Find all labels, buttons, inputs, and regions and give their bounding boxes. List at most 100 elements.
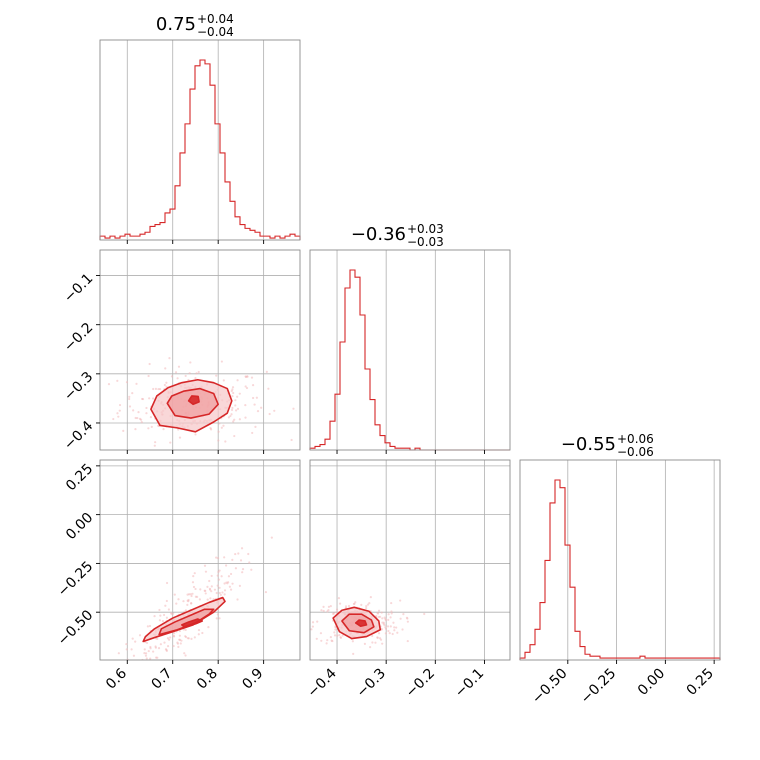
sample-point xyxy=(162,613,166,617)
sample-point xyxy=(116,412,119,415)
sample-point xyxy=(245,386,249,390)
sample-point xyxy=(152,397,155,400)
sample-point xyxy=(423,612,426,616)
sample-point xyxy=(204,570,208,573)
sample-point xyxy=(381,642,384,645)
sample-point xyxy=(336,634,339,637)
sample-point xyxy=(234,567,238,570)
x-tick-label: −0.50 xyxy=(529,666,571,708)
sample-point xyxy=(368,602,371,605)
sample-point xyxy=(268,412,271,416)
sample-point xyxy=(231,406,234,410)
sample-point xyxy=(360,603,363,607)
sample-point xyxy=(231,582,234,585)
sample-point xyxy=(218,586,221,589)
sample-point xyxy=(256,410,260,413)
histogram-step xyxy=(309,269,510,451)
sample-point xyxy=(292,407,295,410)
sample-point xyxy=(86,398,88,400)
sample-point xyxy=(208,587,212,590)
sample-point xyxy=(190,602,193,605)
sample-point xyxy=(238,584,241,588)
sample-point xyxy=(131,688,133,690)
sample-point xyxy=(335,608,339,611)
sample-point xyxy=(332,612,335,615)
sample-point xyxy=(178,638,181,641)
sample-point xyxy=(393,629,396,632)
sample-point xyxy=(219,593,222,597)
sample-point xyxy=(218,422,221,425)
sample-point xyxy=(187,593,191,596)
sample-point xyxy=(149,663,151,665)
panel-title-value: 0.75 xyxy=(156,14,196,35)
sample-point xyxy=(388,632,391,635)
panel-title-plus: +0.04 xyxy=(197,12,234,26)
sample-point xyxy=(194,377,197,380)
contour-inner xyxy=(187,395,200,406)
sample-point xyxy=(130,682,132,684)
sample-point xyxy=(150,664,152,666)
histogram-panel-2: −0.50 −0.25 0.00 0.25 −0.55 +0.06−0.06 xyxy=(519,432,721,708)
sample-point xyxy=(145,641,149,645)
sample-point xyxy=(221,591,224,594)
sample-point xyxy=(77,689,79,691)
sample-point xyxy=(130,648,133,651)
sample-point xyxy=(222,379,225,382)
sample-point xyxy=(224,440,227,443)
sample-point xyxy=(230,408,234,412)
sample-point xyxy=(169,441,172,444)
sample-point xyxy=(190,594,193,598)
sample-point xyxy=(237,552,240,555)
panel-title-minus: −0.04 xyxy=(197,25,234,39)
panel-frame xyxy=(519,459,721,661)
sample-point xyxy=(390,610,393,613)
y-tick-label: −0.2 xyxy=(61,320,96,355)
panel-title-plus: +0.06 xyxy=(617,432,654,446)
sample-point xyxy=(159,643,162,646)
histogram-panel-0: 0.75 +0.04−0.04 xyxy=(99,12,301,244)
sample-point xyxy=(389,625,392,628)
sample-point xyxy=(322,609,325,613)
sample-point xyxy=(125,648,128,651)
histogram-step xyxy=(99,59,301,240)
sample-point xyxy=(194,587,197,591)
sample-point xyxy=(236,395,239,398)
sample-point xyxy=(197,370,200,374)
sample-point xyxy=(134,416,137,420)
sample-point xyxy=(248,561,251,564)
sample-point xyxy=(148,624,152,628)
sample-point xyxy=(406,639,409,643)
sample-point xyxy=(165,616,169,619)
sample-point xyxy=(210,590,213,593)
sample-point xyxy=(238,392,241,395)
sample-point xyxy=(338,633,341,637)
sample-point xyxy=(135,382,138,385)
sample-point xyxy=(118,409,121,412)
sample-point xyxy=(207,626,210,629)
sample-point xyxy=(145,412,148,415)
y-tick-label: −0.25 xyxy=(55,558,97,600)
sample-point xyxy=(164,367,167,370)
sample-point xyxy=(133,691,135,693)
sample-point xyxy=(384,626,387,629)
sample-point xyxy=(380,627,383,631)
sample-point xyxy=(244,385,247,388)
sample-point xyxy=(386,625,390,628)
histogram-step xyxy=(519,479,721,660)
sample-point xyxy=(138,634,142,637)
sample-point xyxy=(146,625,150,628)
sample-point xyxy=(112,417,115,421)
sample-point xyxy=(290,438,293,442)
x-tick-label: 0.9 xyxy=(239,666,266,693)
sample-point xyxy=(175,602,178,605)
sample-point xyxy=(217,570,220,574)
sample-point xyxy=(402,613,405,616)
sample-point xyxy=(273,409,276,412)
sample-point xyxy=(186,599,189,602)
sample-point xyxy=(247,552,250,556)
sample-point xyxy=(389,616,392,619)
sample-point xyxy=(162,428,165,431)
sample-point xyxy=(172,644,175,648)
sample-point xyxy=(65,382,67,384)
